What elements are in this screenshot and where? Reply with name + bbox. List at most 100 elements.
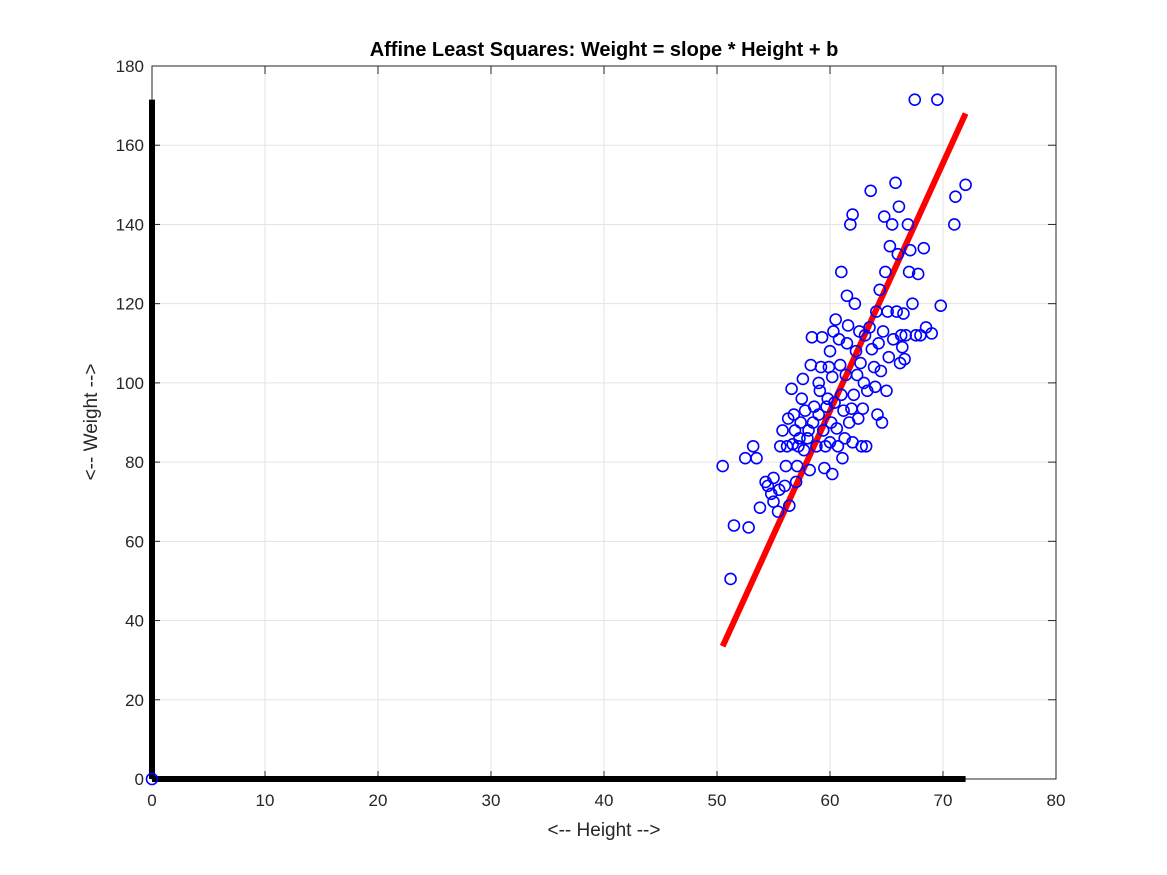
data-point [773,439,787,453]
y-tick-label: 140 [116,215,144,234]
data-point [909,329,923,342]
data-point [789,475,803,489]
data-point [875,416,889,429]
data-point [841,319,855,332]
chart-title: Affine Least Squares: Weight = slope * H… [370,39,839,61]
data-point [872,336,885,350]
data-point [796,372,810,386]
data-point [903,243,917,257]
data-point [934,299,948,312]
x-tick-label: 80 [1047,791,1066,810]
y-tick-label: 120 [116,295,144,314]
data-point [899,329,913,342]
data-point [897,307,910,320]
data-point [901,218,915,231]
data-point [856,402,870,415]
x-tick-label: 60 [821,791,840,810]
data-point [818,461,831,475]
data-point [830,422,844,435]
x-tick-label: 50 [708,791,727,810]
data-point [831,439,845,453]
x-tick-label: 10 [256,791,275,810]
y-tick-label: 20 [125,691,144,710]
data-point [867,360,881,374]
data-point [854,356,867,370]
data-point [825,467,839,481]
data-point [851,412,865,425]
x-tick-label: 0 [147,791,156,810]
data-point [850,368,864,382]
data-point [776,424,789,437]
data-point [767,471,780,485]
data-point [959,178,972,192]
x-tick-label: 30 [482,791,501,810]
data-point [823,436,837,449]
tick-labels: 0 10 20 30 40 50 60 70 80 0 20 40 60 80 100 120 140 160 18… [116,57,1066,810]
data-point [767,495,780,509]
data-point [787,408,801,421]
data-point [778,479,792,493]
data-point [812,376,826,390]
data-point [892,200,906,213]
data-point [947,218,961,231]
data-point [874,364,888,378]
data-point [834,388,848,402]
data-point [855,439,868,453]
data-point [816,424,830,437]
data-point [949,190,962,204]
y-tick-label: 60 [125,532,144,551]
data-point [863,321,876,334]
x-axis-title: <-- Height --> [548,820,661,841]
data-point [879,265,892,279]
data-point [794,416,807,429]
data-point [838,432,851,445]
data-point [848,297,862,310]
data-point [828,396,841,409]
data-point [833,358,847,372]
data-point [821,392,835,406]
data-point [902,265,916,279]
data-point [886,333,900,346]
data-point [793,432,806,445]
data-point [877,210,891,223]
data-point [846,208,859,221]
data-point [742,521,755,534]
data-point [764,487,778,501]
data-point [813,384,827,398]
data-point [896,340,909,354]
y-tick-label: 180 [116,57,144,76]
data-point [860,384,874,398]
data-point [849,344,863,358]
y-tick-label: 160 [116,136,144,155]
data-point [803,463,816,477]
data-point [885,218,899,231]
data-point [823,344,837,358]
data-point [840,336,854,350]
data-point [931,93,944,106]
data-point [727,519,741,532]
x-tick-label: 20 [369,791,388,810]
data-point [891,247,905,261]
data-point [898,352,911,366]
data-point [783,499,796,512]
data-point [873,283,887,297]
data-point [881,305,894,318]
data-point [825,370,839,384]
data-point [911,267,925,281]
data-point [832,333,846,346]
data-point [820,400,833,413]
data-point [145,772,159,786]
data-point [890,305,903,318]
data-point [790,459,804,473]
data-point [724,572,737,586]
x-tick-label: 40 [595,791,614,810]
data-point [785,382,798,396]
data-point [906,297,919,310]
data-point [771,505,785,518]
data-point [847,388,861,402]
data-point [805,331,819,344]
data-point [834,265,848,279]
data-point [812,408,826,421]
